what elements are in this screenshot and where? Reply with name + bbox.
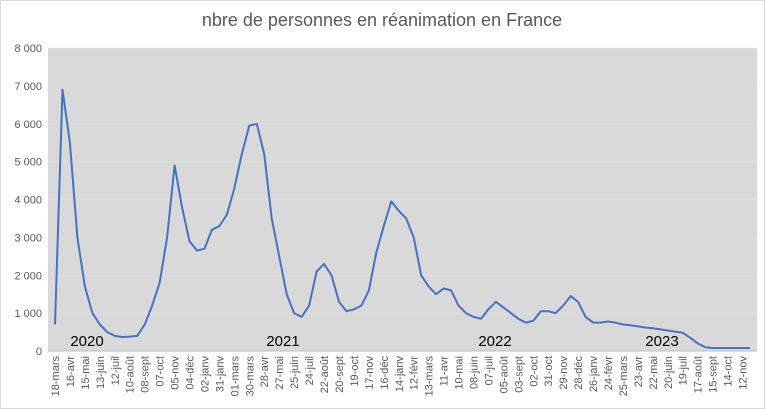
x-tick-label: 22-août [319, 356, 331, 393]
x-tick-label: 15-sept [708, 356, 720, 393]
x-tick-label: 24-juil [304, 356, 316, 385]
chart-title: nbre de personnes en réanimation en Fran… [202, 10, 562, 30]
x-tick-label: 31-oct [543, 356, 555, 387]
y-tick-label: 7 000 [14, 81, 42, 93]
y-tick-label: 8 000 [14, 43, 42, 55]
x-tick-label: 19-juil [678, 356, 690, 385]
x-tick-label: 11-avr [439, 356, 451, 387]
x-tick-label: 30-mars [244, 356, 256, 397]
x-tick-label: 28-déc [573, 356, 585, 390]
x-tick-label: 14-janv [394, 356, 406, 393]
x-tick-label: 23-avr [633, 356, 645, 388]
x-tick-label: 07-juil [483, 356, 495, 385]
y-tick-label: 4 000 [14, 195, 42, 207]
x-tick-label: 10-mai [454, 356, 466, 390]
x-tick-label: 15-mai [80, 356, 92, 390]
x-tick-label: 02-janv [199, 356, 211, 393]
x-tick-label: 22-mai [648, 356, 660, 390]
x-tick-label: 08-sept [140, 356, 152, 393]
y-tick-label: 3 000 [14, 232, 42, 244]
x-tick-label: 10-août [125, 356, 137, 393]
x-tick-label: 13-mars [424, 356, 436, 397]
x-tick-label: 14-oct [723, 356, 735, 387]
x-tick-label: 13-juin [95, 356, 107, 389]
y-tick-label: 1 000 [14, 308, 42, 320]
x-tick-label: 07-oct [155, 356, 167, 387]
x-tick-label: 08-juin [468, 356, 480, 389]
x-tick-label: 31-janv [214, 356, 226, 393]
x-tick-label: 16-avr [65, 356, 77, 388]
x-tick-label: 20-sept [334, 356, 346, 393]
x-tick-label: 12-juil [110, 356, 122, 385]
y-tick-label: 2 000 [14, 270, 42, 282]
x-tick-label: 19-oct [349, 356, 361, 387]
x-tick-label: 03-sept [513, 356, 525, 393]
x-tick-label: 20-juin [663, 356, 675, 389]
x-tick-label: 05-août [498, 356, 510, 393]
x-tick-label: 27-mai [274, 356, 286, 390]
x-tick-label: 05-nov [170, 356, 182, 390]
y-tick-label: 6 000 [14, 119, 42, 131]
x-tick-label: 17-nov [364, 356, 376, 390]
year-annotation: 2020 [70, 333, 103, 350]
x-tick-label: 29-nov [558, 356, 570, 390]
data-line [54, 88, 750, 349]
year-annotation: 2022 [478, 333, 511, 350]
x-tick-label: 17-août [693, 356, 705, 393]
x-tick-label: 01-mars [229, 356, 241, 397]
x-tick-label: 12-févr [409, 356, 421, 391]
x-tick-label: 24-févr [603, 356, 615, 391]
x-tick-label: 02-oct [528, 356, 540, 387]
x-tick-label: 26-janv [588, 356, 600, 393]
y-tick-label: 5 000 [14, 157, 42, 169]
y-tick-label: 0 [36, 346, 42, 358]
x-tick-label: 18-mars [50, 356, 62, 397]
x-tick-label: 25-mars [618, 356, 630, 397]
x-tick-label: 28-avr [259, 356, 271, 388]
year-annotation: 2023 [645, 333, 678, 350]
x-tick-label: 16-déc [379, 356, 391, 390]
x-tick-label: 25-juin [289, 356, 301, 389]
x-tick-label: 04-déc [185, 356, 197, 390]
x-tick-label: 12-nov [738, 356, 750, 390]
year-annotation: 2021 [266, 333, 299, 350]
